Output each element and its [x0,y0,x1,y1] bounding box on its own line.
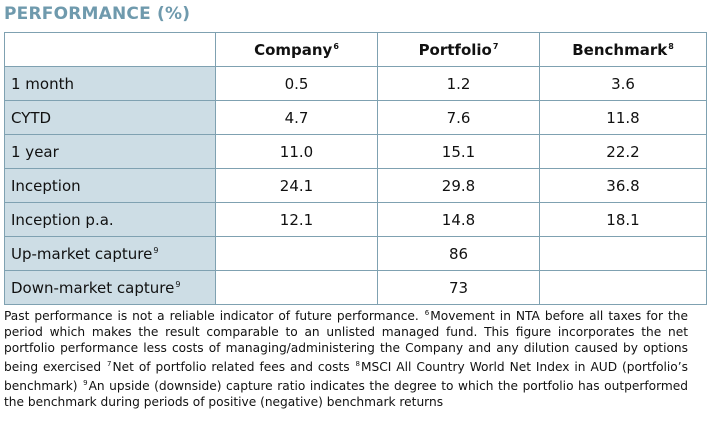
company-value: 4.7 [215,100,378,135]
portfolio-value: 29.8 [377,168,540,203]
footnote-marker-7: 7 [107,359,112,368]
footnote-text: Past performance is not a reliable indic… [4,306,688,410]
portfolio-value: 1.2 [377,66,540,101]
benchmark-value: 11.8 [539,100,707,135]
header-portfolio-label: Portfolio [418,40,492,59]
portfolio-value: 7.6 [377,100,540,135]
row-label: 1 month [4,66,216,101]
header-benchmark-note: 8 [668,41,674,51]
row-label-text: Down-market capture [11,278,175,297]
header-portfolio: Portfolio7 [377,32,540,67]
benchmark-value: 36.8 [539,168,707,203]
row-label-text: Inception p.a. [11,210,114,229]
header-corner-cell [4,32,216,67]
row-label: Up-market capture9 [4,236,216,271]
header-benchmark: Benchmark8 [539,32,707,67]
footnote-9: An upside (downside) capture ratio indic… [4,378,688,409]
table-row: 1 month 0.5 1.2 3.6 [4,66,707,101]
header-company: Company6 [215,32,378,67]
header-portfolio-note: 7 [492,41,499,51]
row-label-note: 9 [153,245,159,255]
row-label-text: 1 year [11,142,59,161]
portfolio-value: 14.8 [377,202,540,237]
table-row: Inception 24.1 29.8 36.8 [4,168,707,203]
portfolio-value: 86 [377,236,540,271]
row-label-note: 9 [175,279,181,289]
footnote-intro: Past performance is not a reliable indic… [4,309,424,323]
table-row: Down-market capture9 73 [4,270,707,305]
table-row: Inception p.a. 12.1 14.8 18.1 [4,202,707,237]
benchmark-value: 3.6 [539,66,707,101]
benchmark-value: 22.2 [539,134,707,169]
company-value [215,236,378,271]
row-label-text: Up-market capture [11,244,153,263]
row-label: Down-market capture9 [4,270,216,305]
header-benchmark-label: Benchmark [572,40,668,59]
row-label-text: Inception [11,176,81,195]
footnote-7: Net of portfolio related fees and costs [112,359,355,374]
row-label: 1 year [4,134,216,169]
table-row: Up-market capture9 86 [4,236,707,271]
table-header-row: Company6 Portfolio7 Benchmark8 [4,32,707,67]
portfolio-value: 15.1 [377,134,540,169]
row-label: CYTD [4,100,216,135]
row-label: Inception [4,168,216,203]
footnote-marker-9: 9 [83,378,88,387]
header-company-note: 6 [333,41,339,51]
row-label-text: 1 month [11,74,74,93]
footnote-marker-8: 8 [355,359,360,368]
benchmark-value: 18.1 [539,202,707,237]
page-title: PERFORMANCE (%) [4,4,191,24]
row-label: Inception p.a. [4,202,216,237]
performance-table: Company6 Portfolio7 Benchmark8 1 month 0… [4,32,707,305]
footnote-8: MSCI All Country World Net Index in AUD … [4,359,688,393]
header-company-label: Company [254,40,333,59]
row-label-text: CYTD [11,108,52,127]
company-value: 0.5 [215,66,378,101]
company-value: 12.1 [215,202,378,237]
company-value: 24.1 [215,168,378,203]
table-row: CYTD 4.7 7.6 11.8 [4,100,707,135]
company-value [215,270,378,305]
footnote-marker-6: 6 [424,309,430,317]
benchmark-value [539,236,707,271]
company-value: 11.0 [215,134,378,169]
table-row: 1 year 11.0 15.1 22.2 [4,134,707,169]
footnote-6: Movement in NTA before all taxes for the… [4,309,689,374]
portfolio-value: 73 [377,270,540,305]
benchmark-value [539,270,707,305]
